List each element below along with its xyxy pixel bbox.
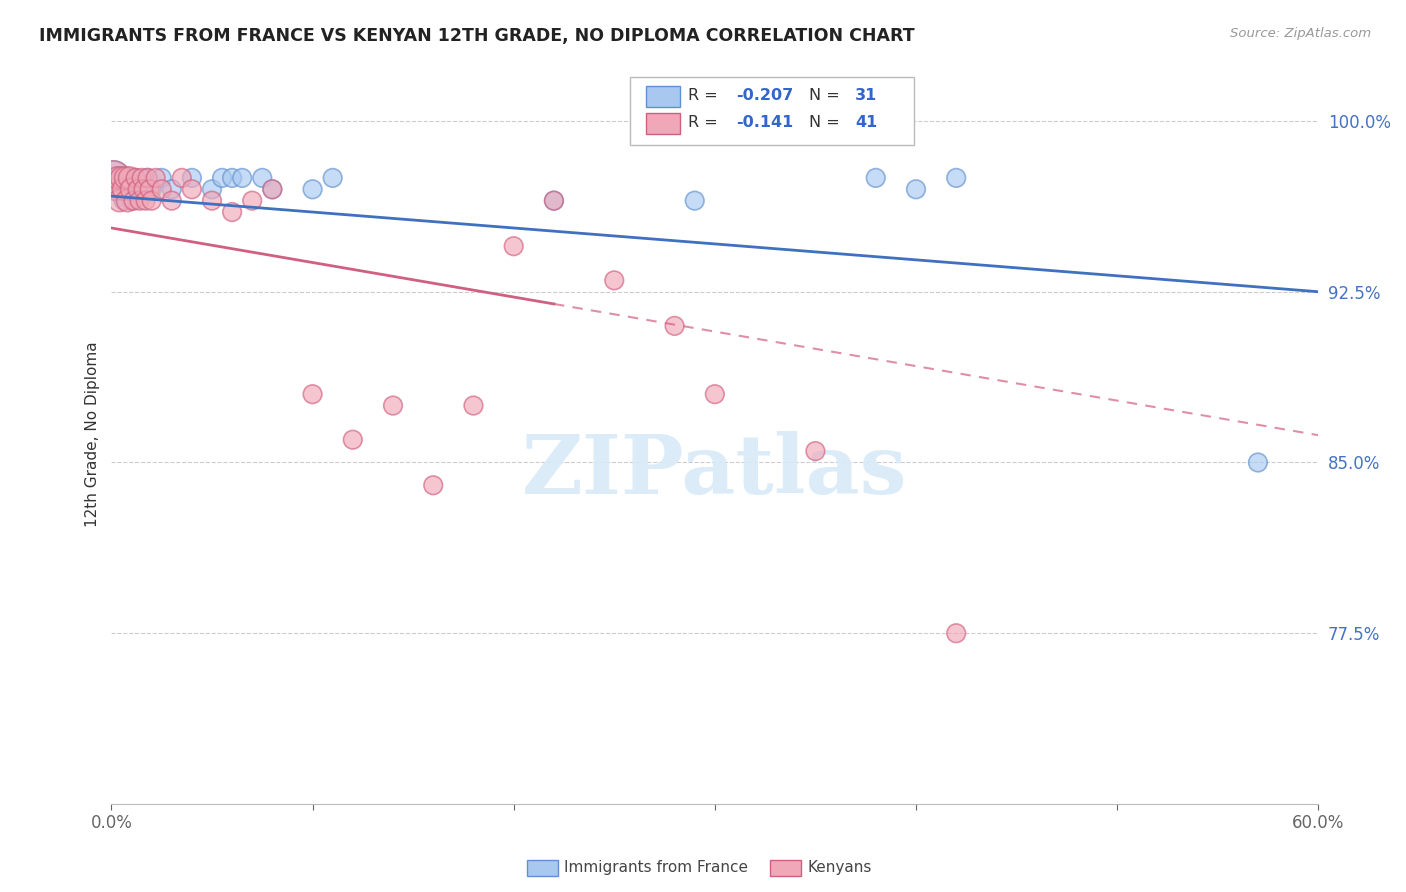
Point <box>804 444 827 458</box>
Point <box>132 182 155 196</box>
Point <box>683 194 706 208</box>
Text: Immigrants from France: Immigrants from France <box>564 861 748 875</box>
Y-axis label: 12th Grade, No Diploma: 12th Grade, No Diploma <box>86 342 100 527</box>
Point <box>107 170 129 185</box>
Point <box>112 182 135 196</box>
Point <box>180 182 202 196</box>
Text: N =: N = <box>808 115 845 130</box>
Text: R =: R = <box>689 88 723 103</box>
Point <box>107 170 129 185</box>
Point <box>201 194 224 208</box>
Text: Kenyans: Kenyans <box>807 861 872 875</box>
Point <box>114 170 136 185</box>
Point <box>170 170 193 185</box>
Point <box>118 182 141 196</box>
Text: IMMIGRANTS FROM FRANCE VS KENYAN 12TH GRADE, NO DIPLOMA CORRELATION CHART: IMMIGRANTS FROM FRANCE VS KENYAN 12TH GR… <box>39 27 915 45</box>
Point <box>110 170 132 185</box>
Point <box>112 194 135 208</box>
Point <box>121 194 143 208</box>
Point <box>104 182 127 196</box>
FancyBboxPatch shape <box>630 78 914 145</box>
Point <box>127 182 149 196</box>
FancyBboxPatch shape <box>645 86 681 107</box>
Point <box>664 318 686 333</box>
Point <box>108 182 131 196</box>
Point <box>603 273 626 287</box>
Point <box>124 170 146 185</box>
Point <box>231 170 253 185</box>
Point <box>342 433 364 447</box>
Point <box>131 182 153 196</box>
Point <box>108 194 131 208</box>
Point <box>1247 455 1270 469</box>
Point <box>103 170 125 185</box>
Point <box>502 239 524 253</box>
Point <box>865 170 887 185</box>
Point <box>262 182 284 196</box>
FancyBboxPatch shape <box>645 113 681 134</box>
Point <box>703 387 725 401</box>
Point <box>138 182 160 196</box>
Point <box>135 194 157 208</box>
Text: -0.141: -0.141 <box>737 115 794 130</box>
Point <box>543 194 565 208</box>
Text: 31: 31 <box>855 88 877 103</box>
Point <box>117 194 139 208</box>
Point <box>904 182 927 196</box>
Point <box>150 170 173 185</box>
Point <box>150 182 173 196</box>
Point <box>141 182 163 196</box>
Point <box>252 170 274 185</box>
Point <box>136 170 159 185</box>
Point <box>160 182 183 196</box>
Point <box>124 170 146 185</box>
Point <box>118 170 141 185</box>
Point <box>136 170 159 185</box>
Point <box>145 170 167 185</box>
Point <box>543 194 565 208</box>
Point <box>141 194 163 208</box>
Point <box>103 170 125 185</box>
Point <box>201 182 224 196</box>
Point <box>422 478 444 492</box>
Text: N =: N = <box>808 88 845 103</box>
Point <box>945 170 967 185</box>
Point <box>110 170 132 185</box>
Point <box>160 194 183 208</box>
Point <box>180 170 202 185</box>
Text: Source: ZipAtlas.com: Source: ZipAtlas.com <box>1230 27 1371 40</box>
Point <box>221 205 243 219</box>
Point <box>463 399 485 413</box>
Point <box>945 626 967 640</box>
Point <box>240 194 263 208</box>
Point <box>322 170 344 185</box>
Point <box>211 170 233 185</box>
Point <box>131 170 153 185</box>
Point <box>382 399 405 413</box>
Point <box>301 182 323 196</box>
Text: R =: R = <box>689 115 723 130</box>
Point <box>301 387 323 401</box>
Point <box>262 182 284 196</box>
Text: -0.207: -0.207 <box>737 88 794 103</box>
Point <box>221 170 243 185</box>
Point <box>122 194 145 208</box>
Text: 41: 41 <box>855 115 877 130</box>
Point <box>104 182 127 196</box>
Point <box>117 170 139 185</box>
Point <box>114 182 136 196</box>
Point <box>128 194 150 208</box>
Point <box>121 182 143 196</box>
Text: ZIPatlas: ZIPatlas <box>522 431 908 511</box>
